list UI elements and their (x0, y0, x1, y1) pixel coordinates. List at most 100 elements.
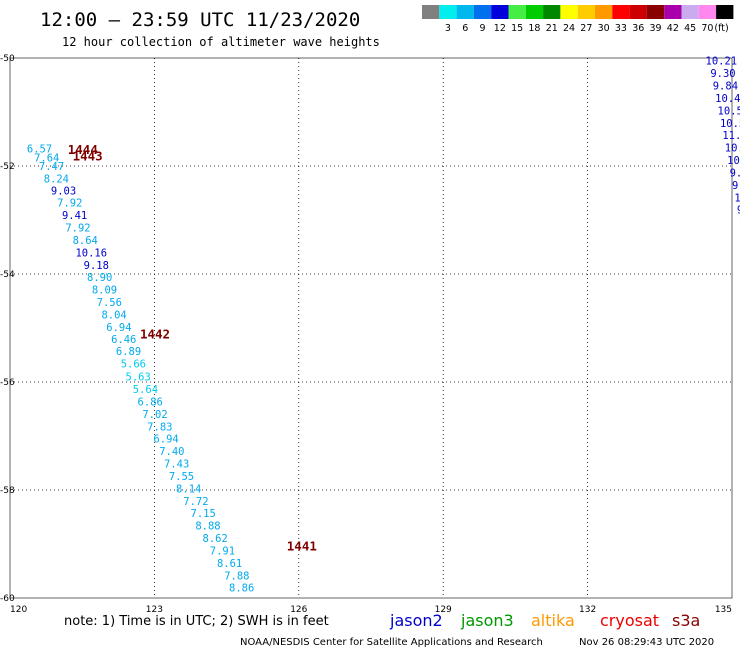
swh-value-label: 9.2 (730, 167, 740, 179)
swh-value-label: 7.40 (159, 446, 184, 458)
swh-value-label: 8.62 (203, 533, 228, 545)
chart-subtitle: 12 hour collection of altimeter wave hei… (62, 35, 380, 49)
swh-value-label: 9.30 (710, 68, 735, 80)
track-number-label: 1444 (68, 142, 98, 157)
satellite-jason2: jason2 (389, 611, 443, 630)
swh-value-label: 7.64 (34, 152, 59, 164)
colorbar-swatch (473, 5, 492, 19)
swh-value-label: 10.56 (720, 118, 740, 130)
colorbar-swatch (577, 5, 595, 19)
satellite-s3a: s3a (672, 611, 700, 630)
swh-value-label: 7.88 (224, 570, 249, 582)
swh-value-label: 6.89 (116, 346, 141, 358)
swh-value-label: 10.45 (715, 93, 740, 105)
chart-title: 12:00 – 23:59 UTC 11/23/2020 (40, 9, 360, 31)
x-tick-label: 126 (290, 605, 307, 615)
colorbar-label: 70 (701, 23, 713, 34)
swh-value-label: 9.18 (84, 260, 109, 272)
colorbar-label: 45 (684, 23, 696, 34)
swh-value-label: 6.57 (27, 144, 52, 156)
y-tick-label: -50 (0, 54, 15, 64)
swh-value-label: 6.94 (106, 322, 131, 334)
colorbar-label: 9 (480, 23, 486, 34)
swh-value-label: 5.66 (121, 359, 146, 371)
swh-value-label: 8.09 (92, 285, 117, 297)
satellite-cryosat: cryosat (600, 611, 659, 630)
y-tick-label: -56 (0, 378, 15, 388)
swh-value-label: 8.14 (176, 483, 201, 495)
colorbar-swatch (664, 5, 682, 19)
colorbar-swatch (439, 5, 457, 19)
colorbar-swatch (681, 5, 699, 19)
colorbar-swatch (456, 5, 474, 19)
colorbar-label: 33 (615, 23, 627, 34)
swh-value-label: 8.64 (73, 235, 98, 247)
swh-value-label: 8.24 (44, 173, 69, 185)
colorbar-swatch (612, 5, 630, 19)
x-tick-label: 135 (715, 605, 732, 615)
y-axis-ticks: -50 -52 -54 -56 -58 -60 (0, 54, 15, 604)
credit-text: NOAA/NESDIS Center for Satellite Applica… (240, 637, 543, 648)
swh-value-label: 9.84 (713, 81, 738, 93)
colorbar-label: 30 (598, 23, 610, 34)
colorbar-swatch (560, 5, 578, 19)
swh-value-label: 11.29 (722, 130, 740, 142)
swh-value-label: 8.61 (217, 558, 242, 570)
track-number-label: 1441 (287, 539, 317, 554)
swh-value-label: 7.56 (97, 297, 122, 309)
swh-value-label: 5.64 (133, 384, 158, 396)
swh-value-label: 9. (737, 205, 740, 217)
colorbar-swatch (629, 5, 647, 19)
swh-value-label: 9.03 (51, 185, 76, 197)
swh-value-label: 7.55 (169, 471, 194, 483)
colorbar-label: 42 (667, 23, 679, 34)
colorbar-swatch (508, 5, 526, 19)
plot-grid (10, 58, 732, 598)
note-text: note: 1) Time is in UTC; 2) SWH is in fe… (64, 614, 329, 629)
colorbar-swatch (698, 5, 717, 19)
colorbar-label: 3 (445, 23, 451, 34)
colorbar-label: 21 (546, 23, 558, 34)
swh-value-label: 9.9 (732, 180, 740, 192)
colorbar-swatch (716, 5, 734, 19)
colorbar-swatch (646, 5, 665, 19)
colorbar-swatch (491, 5, 509, 19)
swh-value-label: 8.90 (87, 272, 112, 284)
swh-value-label: 7.92 (65, 223, 90, 235)
colorbar-label: 27 (580, 23, 592, 34)
colorbar-unit: (ft) (714, 23, 728, 34)
swh-value-label: 8.86 (229, 583, 254, 595)
swh-value-label: 10.7 (725, 143, 740, 155)
colorbar-label: 39 (650, 23, 662, 34)
swh-value-label: 10. (734, 192, 740, 204)
colorbar-swatch (543, 5, 561, 19)
y-tick-label: -54 (0, 270, 15, 280)
swh-value-label: 9.41 (62, 210, 87, 222)
track-number-label: 1443 (73, 148, 103, 163)
plot-frame (9, 57, 733, 599)
colorbar-label: 36 (632, 23, 644, 34)
satellite-jason3: jason3 (460, 611, 514, 630)
x-axis-ticks: 120 123 126 129 132 135 (10, 605, 732, 615)
track-number-label: 1442 (140, 326, 170, 341)
y-tick-label: -58 (0, 486, 15, 496)
y-tick-label: -60 (0, 594, 15, 604)
x-tick-label: 120 (10, 605, 27, 615)
timestamp-text: Nov 26 08:29:43 UTC 2020 (579, 637, 714, 648)
colorbar-label: 24 (563, 23, 575, 34)
swh-value-label: 7.43 (164, 459, 189, 471)
swh-value-label: 7.92 (57, 198, 82, 210)
y-tick-label: -52 (0, 162, 15, 172)
x-tick-label: 129 (435, 605, 452, 615)
swh-value-label: 7.02 (142, 409, 167, 421)
swh-value-label: 6.86 (138, 396, 163, 408)
x-tick-label: 132 (579, 605, 596, 615)
swh-value-label: 8.04 (101, 310, 126, 322)
colorbar-swatch (422, 5, 440, 19)
swh-value-label: 7.15 (191, 508, 216, 520)
swh-value-label: 7.72 (183, 496, 208, 508)
colorbar-label: 12 (494, 23, 506, 34)
swh-value-label: 8.88 (195, 521, 220, 533)
